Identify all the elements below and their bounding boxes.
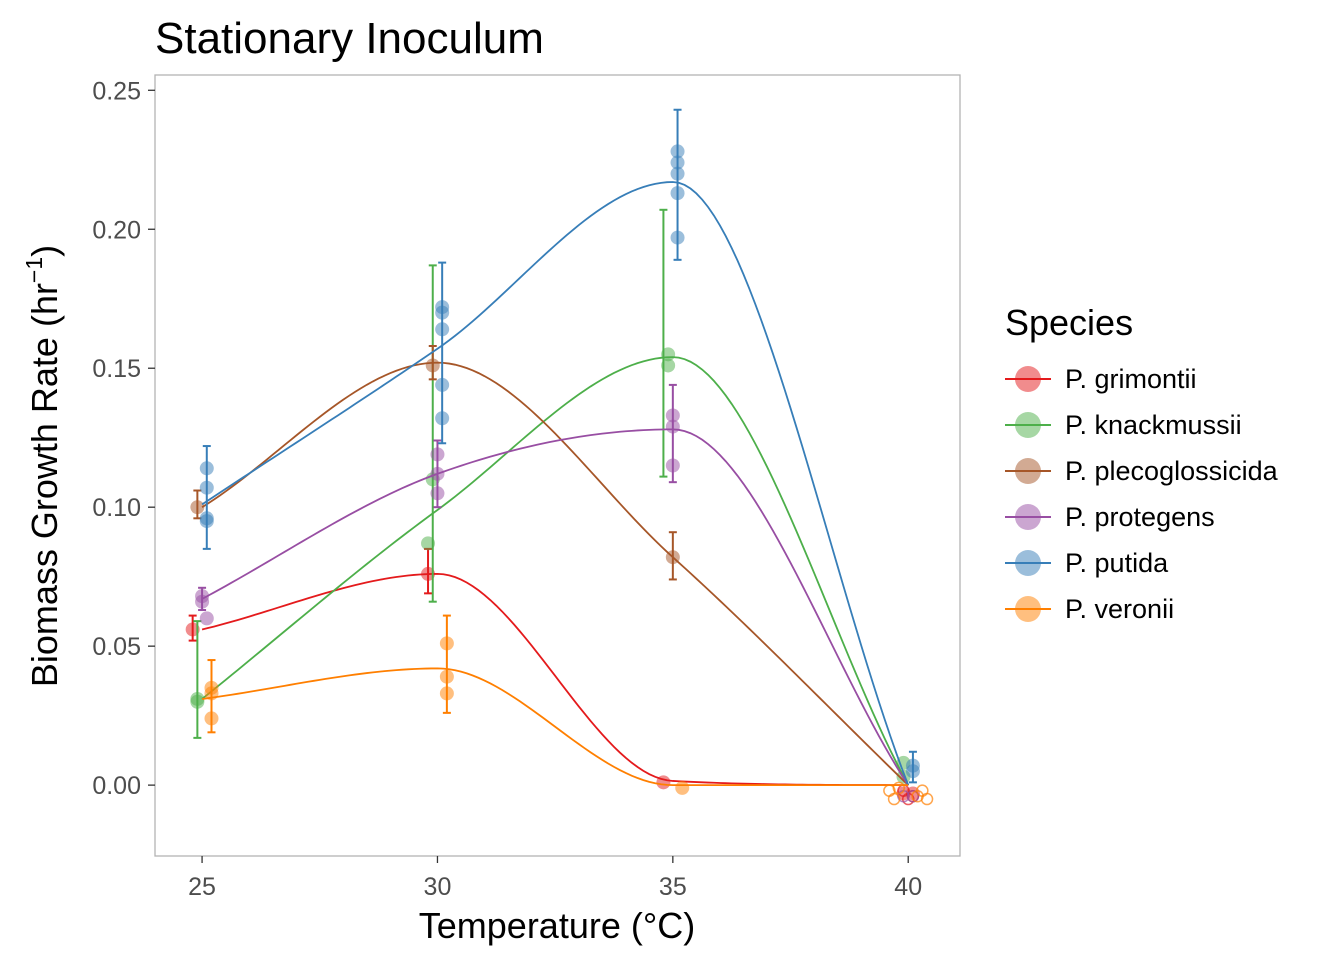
chart-title: Stationary Inoculum (155, 14, 544, 63)
data-point (656, 775, 671, 790)
open-marker (906, 789, 920, 803)
legend-items: P. grimontii P. knackmussii P. plecoglossi… (1005, 364, 1279, 624)
data-point (204, 711, 219, 726)
data-point (439, 669, 454, 684)
legend-swatch (1015, 550, 1041, 576)
data-point (670, 230, 685, 245)
x-tick-label: 35 (659, 873, 687, 901)
data-point (199, 514, 214, 529)
data-point (195, 594, 210, 609)
series-group (190, 344, 909, 786)
fitted-curve (201, 428, 909, 786)
fitted-curve (201, 181, 910, 786)
y-tick-label: 0.05 (92, 633, 141, 661)
panel-border (154, 74, 961, 857)
data-point (661, 347, 676, 362)
data-point (185, 622, 200, 637)
legend-label: P. putida (1065, 548, 1169, 578)
data-point (661, 358, 676, 373)
data-point (665, 550, 680, 565)
legend-label: P. knackmussii (1065, 410, 1242, 440)
y-tick-label: 0.10 (92, 494, 141, 522)
legend-swatch (1015, 366, 1041, 392)
data-point (670, 155, 685, 170)
series-group (201, 614, 934, 806)
data-point (435, 377, 450, 392)
legend-swatch (1015, 412, 1041, 438)
fitted-curve (201, 361, 909, 786)
data-point (430, 447, 445, 462)
data-point (430, 486, 445, 501)
data-point (199, 461, 214, 476)
y-axis-title-superscript: −1 (21, 257, 47, 283)
legend-label: P. plecoglossicida (1065, 456, 1279, 486)
legend-label: P. grimontii (1065, 364, 1197, 394)
legend: Species P. grimontii P. knackmussii P. ple… (1005, 302, 1279, 624)
data-point (670, 186, 685, 201)
plot-area: 25 30 35 40 0.00 0.05 0.10 0.15 0.20 0.25 (92, 74, 961, 901)
data-point (421, 566, 436, 581)
data-point (421, 536, 436, 551)
data-point (675, 780, 690, 795)
open-marker (911, 789, 924, 803)
y-tick-label: 0.15 (92, 355, 141, 383)
data-point (190, 694, 205, 709)
data-point (665, 419, 680, 434)
data-point (204, 686, 219, 701)
data-point (670, 144, 685, 159)
legend-item: P. knackmussii (1005, 410, 1242, 440)
data-point (670, 166, 685, 181)
legend-label: P. veronii (1065, 594, 1174, 624)
x-tick-label: 25 (188, 873, 216, 901)
data-point (435, 305, 450, 320)
data-point (190, 500, 205, 515)
legend-swatch (1015, 504, 1041, 530)
legend-item: P. plecoglossicida (1005, 456, 1279, 486)
legend-swatch (1015, 596, 1041, 622)
open-marker (887, 792, 901, 806)
legend-item: P. grimontii (1005, 364, 1197, 394)
series-group (190, 208, 911, 786)
series-group (195, 383, 920, 803)
legend-item: P. veronii (1005, 594, 1174, 624)
legend-label: P. protegens (1065, 502, 1215, 532)
data-point (905, 764, 920, 779)
fitted-curve (201, 356, 910, 786)
x-axis: 25 30 35 40 (188, 856, 922, 901)
series-group (199, 108, 920, 786)
x-axis-title: Temperature (°C) (419, 905, 695, 946)
data-point (439, 686, 454, 701)
legend-item: P. protegens (1005, 502, 1215, 532)
legend-title: Species (1005, 302, 1133, 343)
legend-swatch (1015, 458, 1041, 484)
y-tick-label: 0.20 (92, 216, 141, 244)
y-tick-label: 0.25 (92, 77, 141, 105)
series-layer (185, 108, 934, 806)
data-point (665, 408, 680, 423)
open-marker (892, 781, 906, 795)
fitted-curve (201, 667, 909, 787)
y-axis: 0.00 0.05 0.10 0.15 0.20 0.25 (92, 77, 155, 800)
y-axis-title-close: ) (24, 245, 65, 257)
data-point (439, 636, 454, 651)
y-axis-title: Biomass Growth Rate (hr−1) (21, 245, 65, 687)
x-tick-label: 30 (424, 873, 452, 901)
data-point (425, 358, 440, 373)
y-axis-title-main: Biomass Growth Rate (hr (24, 283, 65, 687)
data-point (199, 480, 214, 495)
legend-item: P. putida (1005, 548, 1169, 578)
data-point (435, 411, 450, 426)
data-point (665, 458, 680, 473)
y-tick-label: 0.00 (92, 772, 141, 800)
data-point (199, 611, 214, 626)
x-tick-label: 40 (894, 873, 922, 901)
data-point (430, 466, 445, 481)
data-point (435, 322, 450, 337)
